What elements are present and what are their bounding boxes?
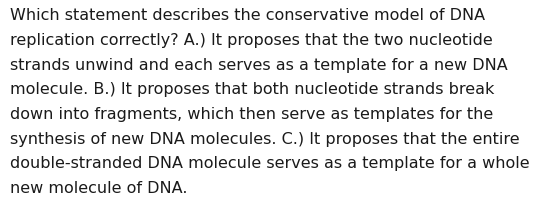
- Text: synthesis of new DNA molecules. C.) It proposes that the entire: synthesis of new DNA molecules. C.) It p…: [10, 132, 519, 147]
- Text: molecule. B.) It proposes that both nucleotide strands break: molecule. B.) It proposes that both nucl…: [10, 82, 494, 97]
- Text: new molecule of DNA.: new molecule of DNA.: [10, 181, 187, 196]
- Text: down into fragments, which then serve as templates for the: down into fragments, which then serve as…: [10, 107, 493, 122]
- Text: double-stranded DNA molecule serves as a template for a whole: double-stranded DNA molecule serves as a…: [10, 156, 530, 171]
- Text: replication correctly? A.) It proposes that the two nucleotide: replication correctly? A.) It proposes t…: [10, 33, 493, 48]
- Text: strands unwind and each serves as a template for a new DNA: strands unwind and each serves as a temp…: [10, 58, 508, 73]
- Text: Which statement describes the conservative model of DNA: Which statement describes the conservati…: [10, 8, 485, 23]
